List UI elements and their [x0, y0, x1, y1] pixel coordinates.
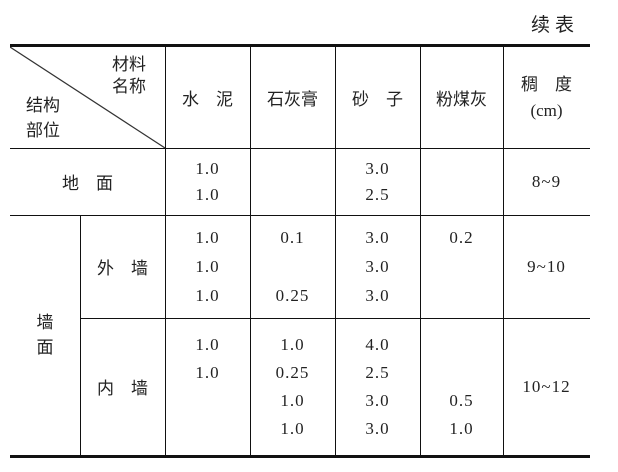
corner-structure-label: 结构 部位	[26, 93, 60, 143]
value: 0.2	[449, 228, 474, 247]
cell-exterior-sand: 3.0 3.0 3.0	[335, 215, 420, 318]
value: 1.0	[195, 184, 220, 204]
cell-exterior-cement: 1.0 1.0 1.0	[165, 215, 250, 318]
corner-structure-line1: 结构	[26, 96, 60, 115]
value	[165, 415, 250, 443]
value: 3.0	[365, 228, 390, 247]
value: 1.0	[280, 390, 305, 410]
header-cement: 水 泥	[182, 90, 233, 109]
diagonal-line	[10, 47, 165, 148]
header-lime: 石灰膏	[267, 90, 318, 109]
value: 3.0	[365, 286, 390, 305]
row-label-interior-wall: 内 墙	[97, 379, 148, 398]
cell-interior-consistency: 10~12	[522, 376, 571, 396]
col-divider-1	[165, 47, 166, 455]
corner-material-line1: 材料	[112, 55, 146, 74]
row-label-wall: 墙 面	[10, 215, 80, 455]
cell-exterior-lime: 0.1 0.25	[250, 215, 335, 318]
row-label-floor: 地 面	[62, 174, 113, 193]
header-sand: 砂 子	[352, 90, 403, 109]
value: 4.0	[365, 334, 390, 354]
value	[420, 359, 503, 387]
col-divider-5	[503, 47, 504, 455]
value	[420, 331, 503, 359]
value: 1.0	[280, 418, 305, 438]
cell-interior-cement: 1.0 1.0	[165, 318, 250, 455]
value: 1.0	[280, 334, 305, 354]
header-flyash: 粉煤灰	[436, 90, 487, 109]
floor-row-bottom-line	[10, 215, 590, 216]
value	[165, 387, 250, 415]
col-divider-2	[250, 47, 251, 455]
header-bottom-line	[10, 148, 590, 149]
corner-material-line2: 名称	[112, 77, 146, 96]
wall-sub-divider-line	[80, 215, 81, 455]
value: 1.0	[195, 228, 220, 247]
value	[250, 252, 335, 281]
value: 1.0	[195, 334, 220, 354]
value: 0.5	[449, 390, 474, 410]
wall-label-line2: 面	[36, 338, 54, 357]
value: 2.5	[365, 362, 390, 382]
cell-exterior-flyash: 0.2	[420, 215, 503, 318]
header-consistency-line2: (cm)	[530, 100, 563, 120]
cell-exterior-consistency: 9~10	[527, 256, 566, 276]
table-caption: 续表	[531, 15, 580, 36]
header-consistency: 稠 度 (cm)	[503, 47, 590, 148]
cell-interior-lime: 1.0 0.25 1.0 1.0	[250, 318, 335, 455]
value: 1.0	[195, 257, 220, 276]
header-consistency-line1: 稠 度	[521, 74, 572, 94]
value: 1.0	[195, 158, 220, 178]
value: 2.5	[365, 184, 390, 204]
diagonal-header-cell: 材料 名称 结构 部位	[10, 47, 165, 148]
value: 3.0	[365, 390, 390, 410]
value: 3.0	[365, 158, 390, 178]
col-divider-4	[420, 47, 421, 455]
cell-floor-cement: 1.0 1.0	[165, 148, 250, 215]
cell-floor-consistency: 8~9	[531, 171, 562, 191]
value: 3.0	[365, 257, 390, 276]
corner-structure-line2: 部位	[26, 121, 60, 140]
cell-floor-sand: 3.0 2.5	[335, 148, 420, 215]
value: 1.0	[195, 362, 220, 382]
value: 0.25	[275, 362, 310, 382]
cell-interior-sand: 4.0 2.5 3.0 3.0	[335, 318, 420, 455]
value: 3.0	[365, 418, 390, 438]
value: 1.0	[449, 418, 474, 438]
value: 0.1	[280, 228, 305, 247]
value: 0.25	[275, 286, 310, 305]
cell-interior-flyash: 0.5 1.0	[420, 318, 503, 455]
row-label-exterior-wall: 外 墙	[97, 259, 148, 278]
corner-material-label: 材料 名称	[112, 54, 146, 98]
value	[420, 252, 503, 281]
wall-label-line1: 墙	[36, 313, 54, 332]
value	[420, 281, 503, 310]
col-divider-3	[335, 47, 336, 455]
mortar-ratio-table: 材料 名称 结构 部位 水 泥 石灰膏 砂 子 粉煤灰 稠 度 (cm) 地 面…	[10, 44, 590, 458]
value: 1.0	[195, 286, 220, 305]
